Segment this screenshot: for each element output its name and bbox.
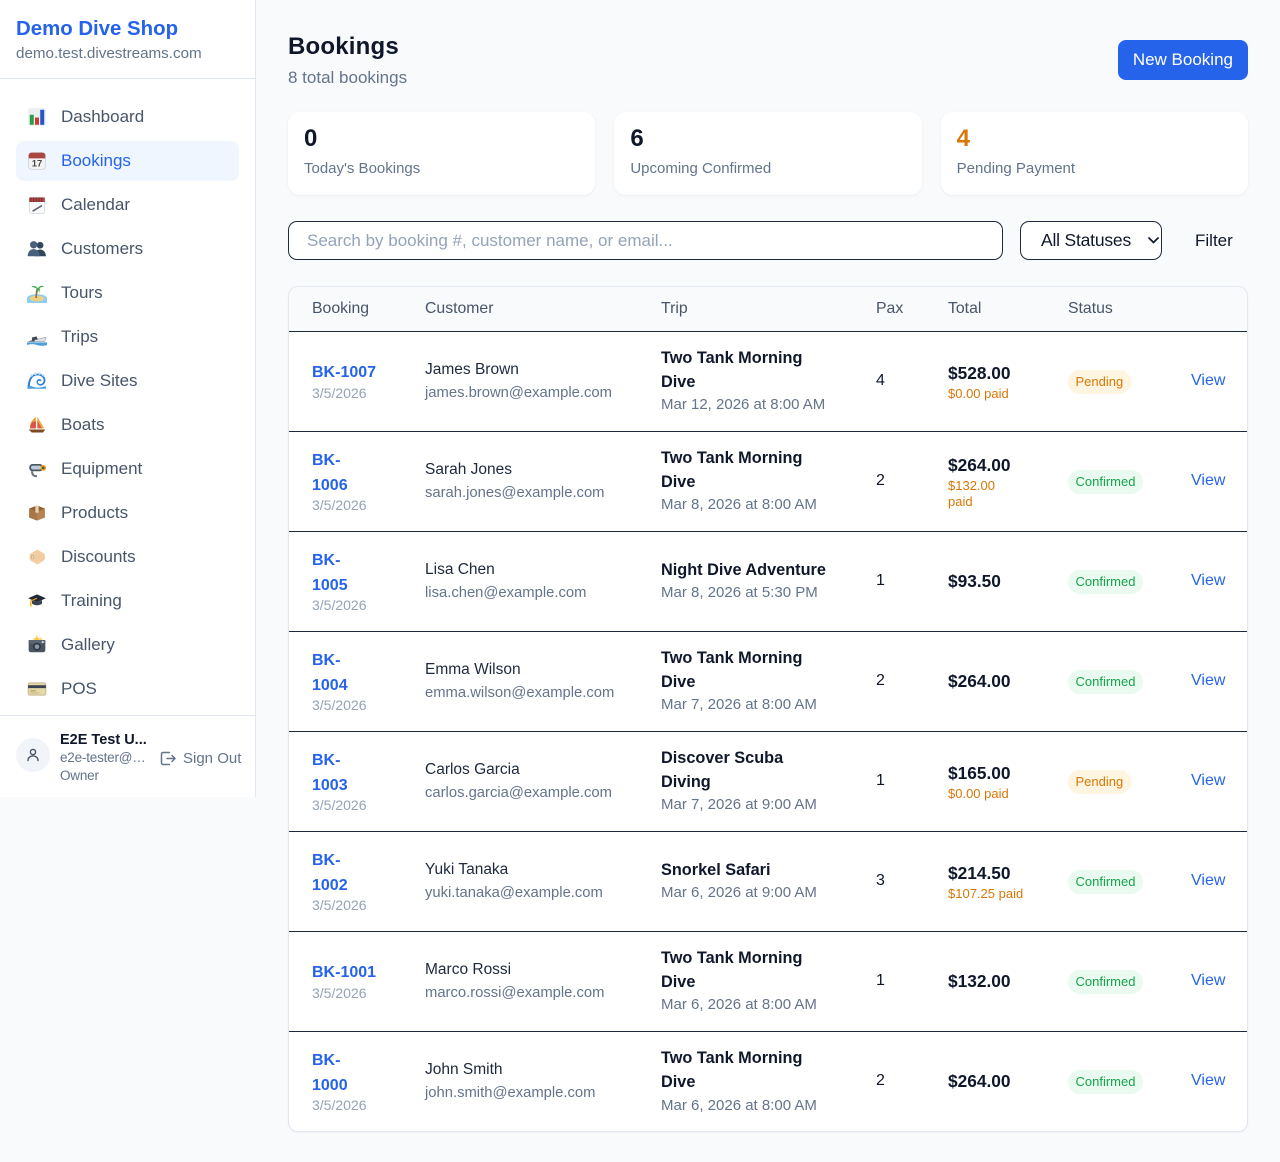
- svg-text:17: 17: [32, 159, 43, 170]
